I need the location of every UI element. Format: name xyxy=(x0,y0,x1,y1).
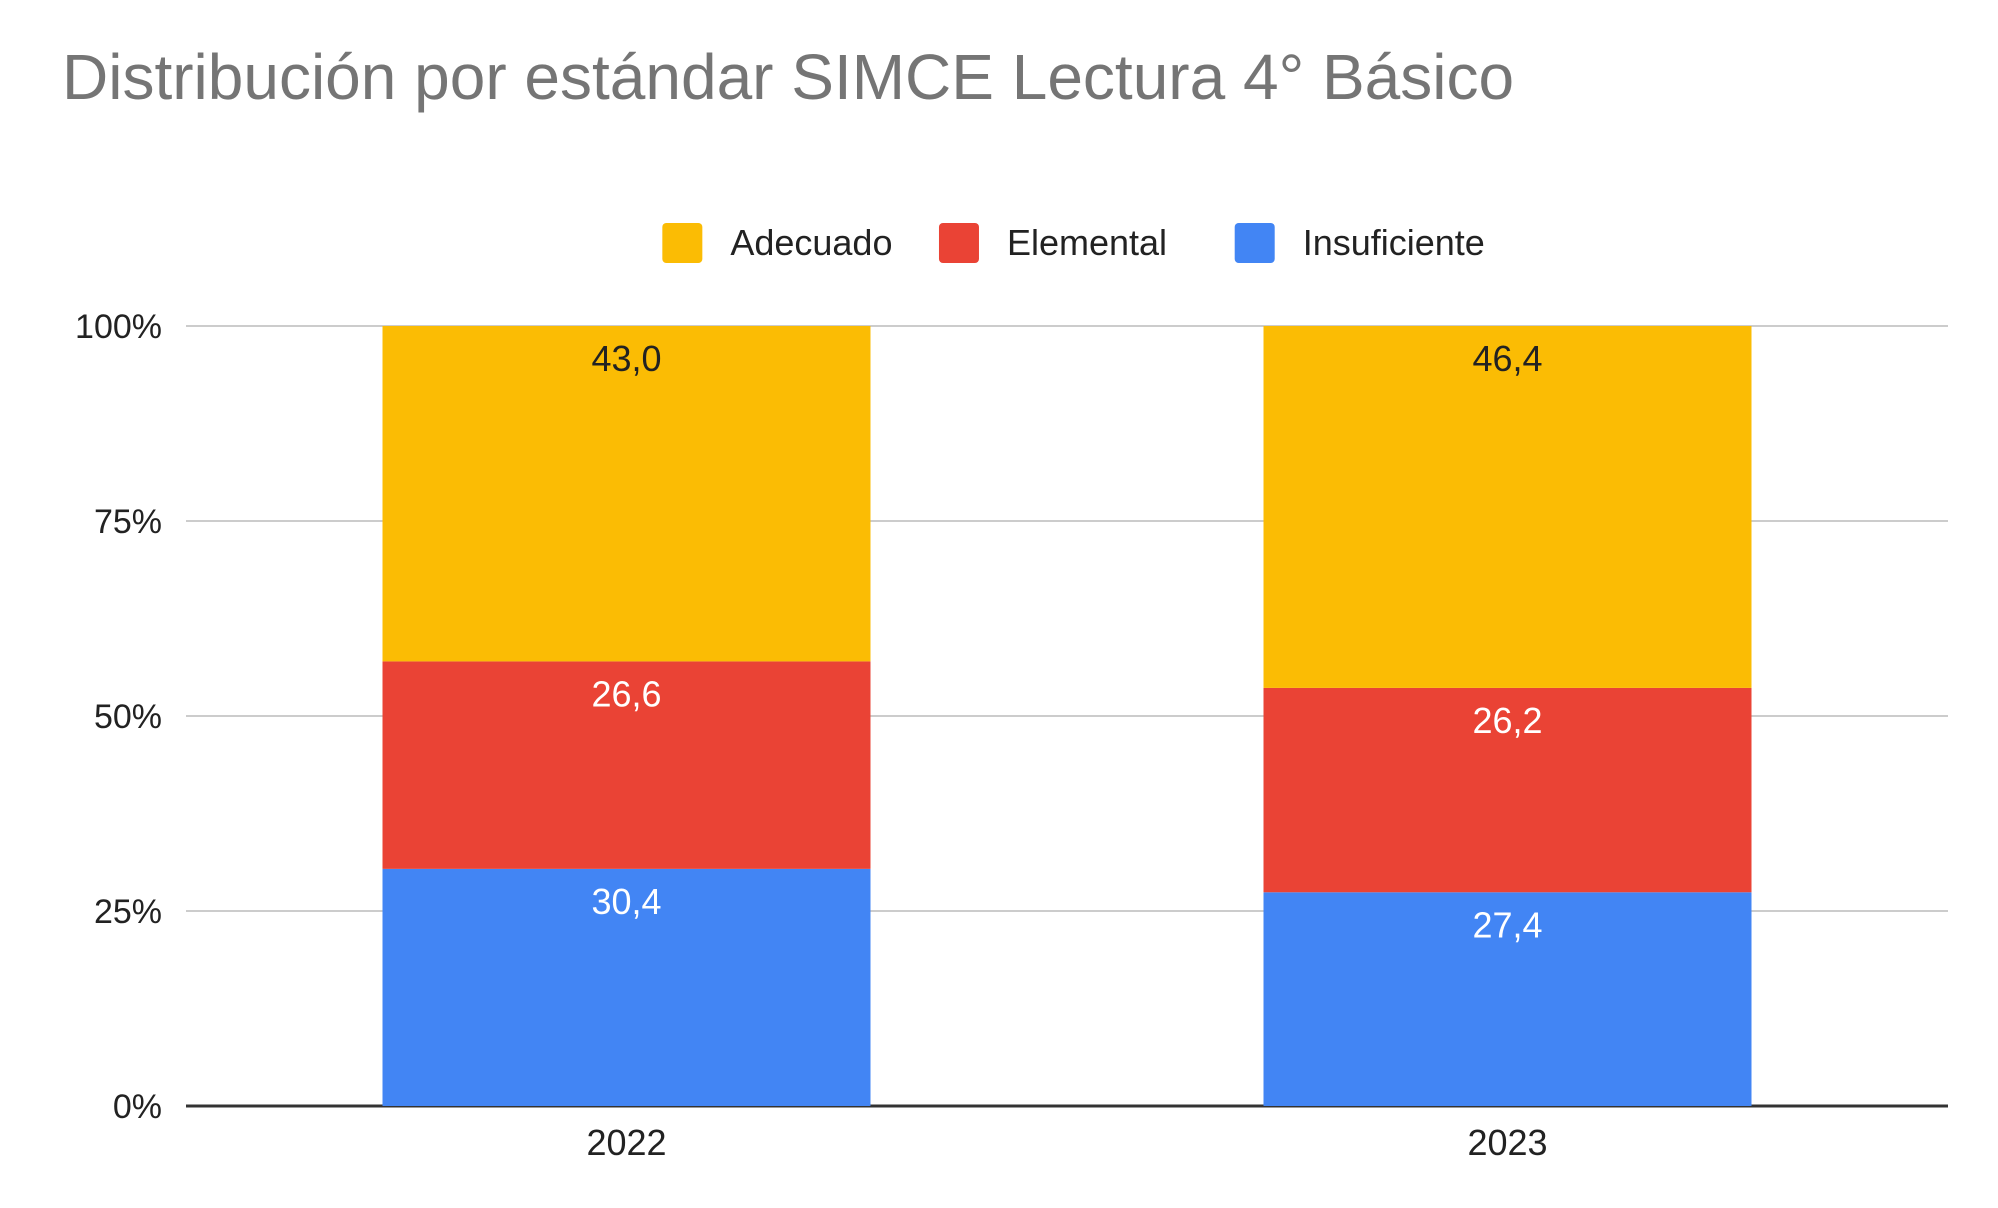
y-tick-label: 0% xyxy=(113,1088,162,1126)
data-label: 26,6 xyxy=(591,673,661,714)
bar-segment-insuficiente xyxy=(1263,892,1752,1106)
bars xyxy=(382,326,1752,1106)
bar-segment-elemental xyxy=(382,661,871,869)
chart-title: Distribución por estándar SIMCE Lectura … xyxy=(62,41,1515,113)
bar-segment-adecuado xyxy=(1263,326,1752,688)
y-tick-label: 25% xyxy=(94,893,162,931)
bar-segment-adecuado xyxy=(382,326,871,662)
x-tick-label: 2022 xyxy=(586,1122,666,1163)
x-axis-categories: 2022 2023 xyxy=(586,1122,1547,1163)
legend-swatch-adecuado xyxy=(662,223,703,263)
data-label: 27,4 xyxy=(1472,904,1542,945)
legend-label: Elemental xyxy=(1007,222,1167,263)
legend-swatch-insuficiente xyxy=(1234,223,1275,263)
y-tick-label: 100% xyxy=(75,308,162,346)
legend: Adecuado Elemental Insuficiente xyxy=(662,222,1485,263)
data-labels: 30,4 26,6 43,0 27,4 26,2 46,4 xyxy=(591,338,1542,945)
bar-segment-insuficiente xyxy=(382,868,871,1106)
legend-label: Insuficiente xyxy=(1303,222,1485,263)
x-tick-label: 2023 xyxy=(1467,1122,1547,1163)
data-label: 43,0 xyxy=(591,338,661,379)
y-tick-label: 50% xyxy=(94,698,162,736)
legend-label: Adecuado xyxy=(730,222,892,263)
y-axis-ticks: 0% 25% 50% 75% 100% xyxy=(75,308,162,1126)
data-label: 46,4 xyxy=(1472,338,1542,379)
legend-swatch-elemental xyxy=(938,223,979,263)
y-tick-label: 75% xyxy=(94,503,162,541)
data-label: 30,4 xyxy=(591,881,661,922)
bar-segment-elemental xyxy=(1263,687,1752,893)
data-label: 26,2 xyxy=(1472,700,1542,741)
